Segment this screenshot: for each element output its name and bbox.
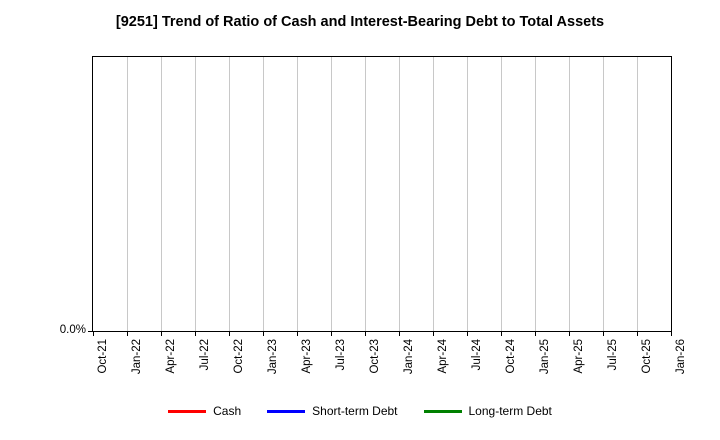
legend-item-cash[interactable]: Cash xyxy=(168,404,241,418)
gridline-vertical xyxy=(433,57,434,331)
y-axis-label: 0.0% xyxy=(59,324,86,336)
legend-label: Short-term Debt xyxy=(312,404,398,418)
legend-item-short-term-debt[interactable]: Short-term Debt xyxy=(267,404,398,418)
gridline-vertical xyxy=(263,57,264,331)
chart-lines xyxy=(93,57,671,331)
gridline-vertical xyxy=(399,57,400,331)
x-axis-label: Oct-25 xyxy=(641,339,653,374)
x-axis-label: Apr-24 xyxy=(437,339,449,374)
y-tick-mark xyxy=(88,331,93,332)
x-axis-label: Jul-24 xyxy=(471,339,483,371)
legend-swatch xyxy=(168,409,207,413)
x-axis-label: Jan-26 xyxy=(675,339,687,375)
chart-title: [9251] Trend of Ratio of Cash and Intere… xyxy=(115,14,605,30)
gridline-vertical xyxy=(127,57,128,331)
legend-swatch xyxy=(267,409,306,413)
x-axis-label: Apr-25 xyxy=(573,339,585,374)
gridline-vertical xyxy=(603,57,604,331)
x-axis-label: Oct-22 xyxy=(233,339,245,374)
legend-label: Long-term Debt xyxy=(468,404,552,418)
x-tick-mark xyxy=(263,331,264,336)
x-tick-mark xyxy=(365,331,366,336)
x-tick-mark xyxy=(671,331,672,336)
x-axis-label: Jul-22 xyxy=(199,339,211,371)
x-tick-mark xyxy=(535,331,536,336)
x-tick-mark xyxy=(93,331,94,336)
gridline-vertical xyxy=(535,57,536,331)
x-axis-label: Apr-22 xyxy=(165,339,177,374)
x-axis-label: Jan-24 xyxy=(403,339,415,375)
gridline-vertical xyxy=(229,57,230,331)
x-tick-mark xyxy=(637,331,638,336)
x-tick-mark xyxy=(297,331,298,336)
x-axis-label: Jan-22 xyxy=(131,339,143,375)
gridline-vertical xyxy=(501,57,502,331)
gridline-vertical xyxy=(365,57,366,331)
legend-label: Cash xyxy=(213,404,242,418)
x-tick-mark xyxy=(127,331,128,336)
plot-area xyxy=(88,56,672,336)
gridline-vertical xyxy=(195,57,196,331)
x-tick-mark xyxy=(603,331,604,336)
gridline-vertical xyxy=(297,57,298,331)
x-tick-mark xyxy=(467,331,468,336)
x-axis-label: Jan-23 xyxy=(267,339,279,375)
x-axis-label: Jul-25 xyxy=(607,339,619,371)
gridline-vertical xyxy=(161,57,162,331)
x-axis-label: Oct-21 xyxy=(97,339,109,374)
gridline-vertical xyxy=(569,57,570,331)
chart-legend: Cash Short-term Debt Long-term Debt xyxy=(0,404,720,418)
x-tick-mark xyxy=(569,331,570,336)
x-tick-mark xyxy=(161,331,162,336)
legend-swatch xyxy=(423,409,462,413)
legend-item-long-term-debt[interactable]: Long-term Debt xyxy=(423,404,552,418)
x-axis-label: Oct-24 xyxy=(505,339,517,374)
x-axis-label: Apr-23 xyxy=(301,339,313,374)
gridline-vertical xyxy=(637,57,638,331)
x-tick-mark xyxy=(331,331,332,336)
x-tick-mark xyxy=(433,331,434,336)
x-tick-mark xyxy=(195,331,196,336)
gridline-vertical xyxy=(467,57,468,331)
x-axis-label: Oct-23 xyxy=(369,339,381,374)
x-tick-mark xyxy=(399,331,400,336)
x-axis-label: Jul-23 xyxy=(335,339,347,371)
x-tick-mark xyxy=(229,331,230,336)
x-axis-label: Jan-25 xyxy=(539,339,551,375)
x-tick-mark xyxy=(501,331,502,336)
gridline-vertical xyxy=(331,57,332,331)
